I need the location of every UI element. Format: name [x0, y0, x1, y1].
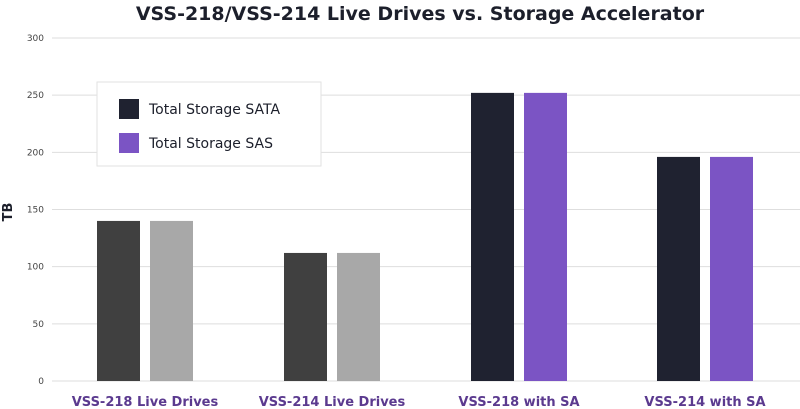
y-tick-label: 300: [27, 34, 44, 44]
x-tick-label: VSS-214 with SA: [644, 395, 765, 409]
x-tick-label: VSS-218 with SA: [458, 395, 579, 409]
bar: [284, 252, 327, 381]
y-tick-label: 150: [27, 206, 44, 216]
y-tick-label: 100: [27, 263, 44, 273]
y-tick-label: 0: [38, 377, 44, 387]
y-axis-label: TB: [1, 203, 16, 222]
bar: [337, 252, 380, 381]
chart-title: VSS-218/VSS-214 Live Drives vs. Storage …: [136, 3, 705, 25]
bar: [710, 156, 753, 381]
y-tick-label: 50: [33, 320, 45, 330]
bar: [471, 92, 514, 381]
bar: [657, 156, 700, 381]
bar: [524, 92, 567, 381]
y-axis-ticks: 0 50 100 150 200 250 300: [27, 34, 44, 387]
x-axis-ticks: VSS-218 Live Drives VSS-214 Live Drives VS…: [72, 395, 766, 409]
legend-label-sas: Total Storage SAS: [148, 136, 273, 152]
legend-label-sata: Total Storage SATA: [148, 102, 280, 118]
bar: [150, 220, 193, 381]
x-tick-label: VSS-214 Live Drives: [259, 395, 406, 409]
y-tick-label: 200: [27, 148, 44, 158]
x-tick-label: VSS-218 Live Drives: [72, 395, 219, 409]
bar: [97, 220, 140, 381]
legend: Total Storage SATA Total Storage SAS: [96, 81, 322, 167]
legend-box: [96, 81, 322, 167]
y-tick-label: 250: [27, 91, 44, 101]
legend-swatch-sas: [119, 133, 139, 153]
bars: [97, 92, 753, 381]
legend-swatch-sata: [119, 99, 139, 119]
